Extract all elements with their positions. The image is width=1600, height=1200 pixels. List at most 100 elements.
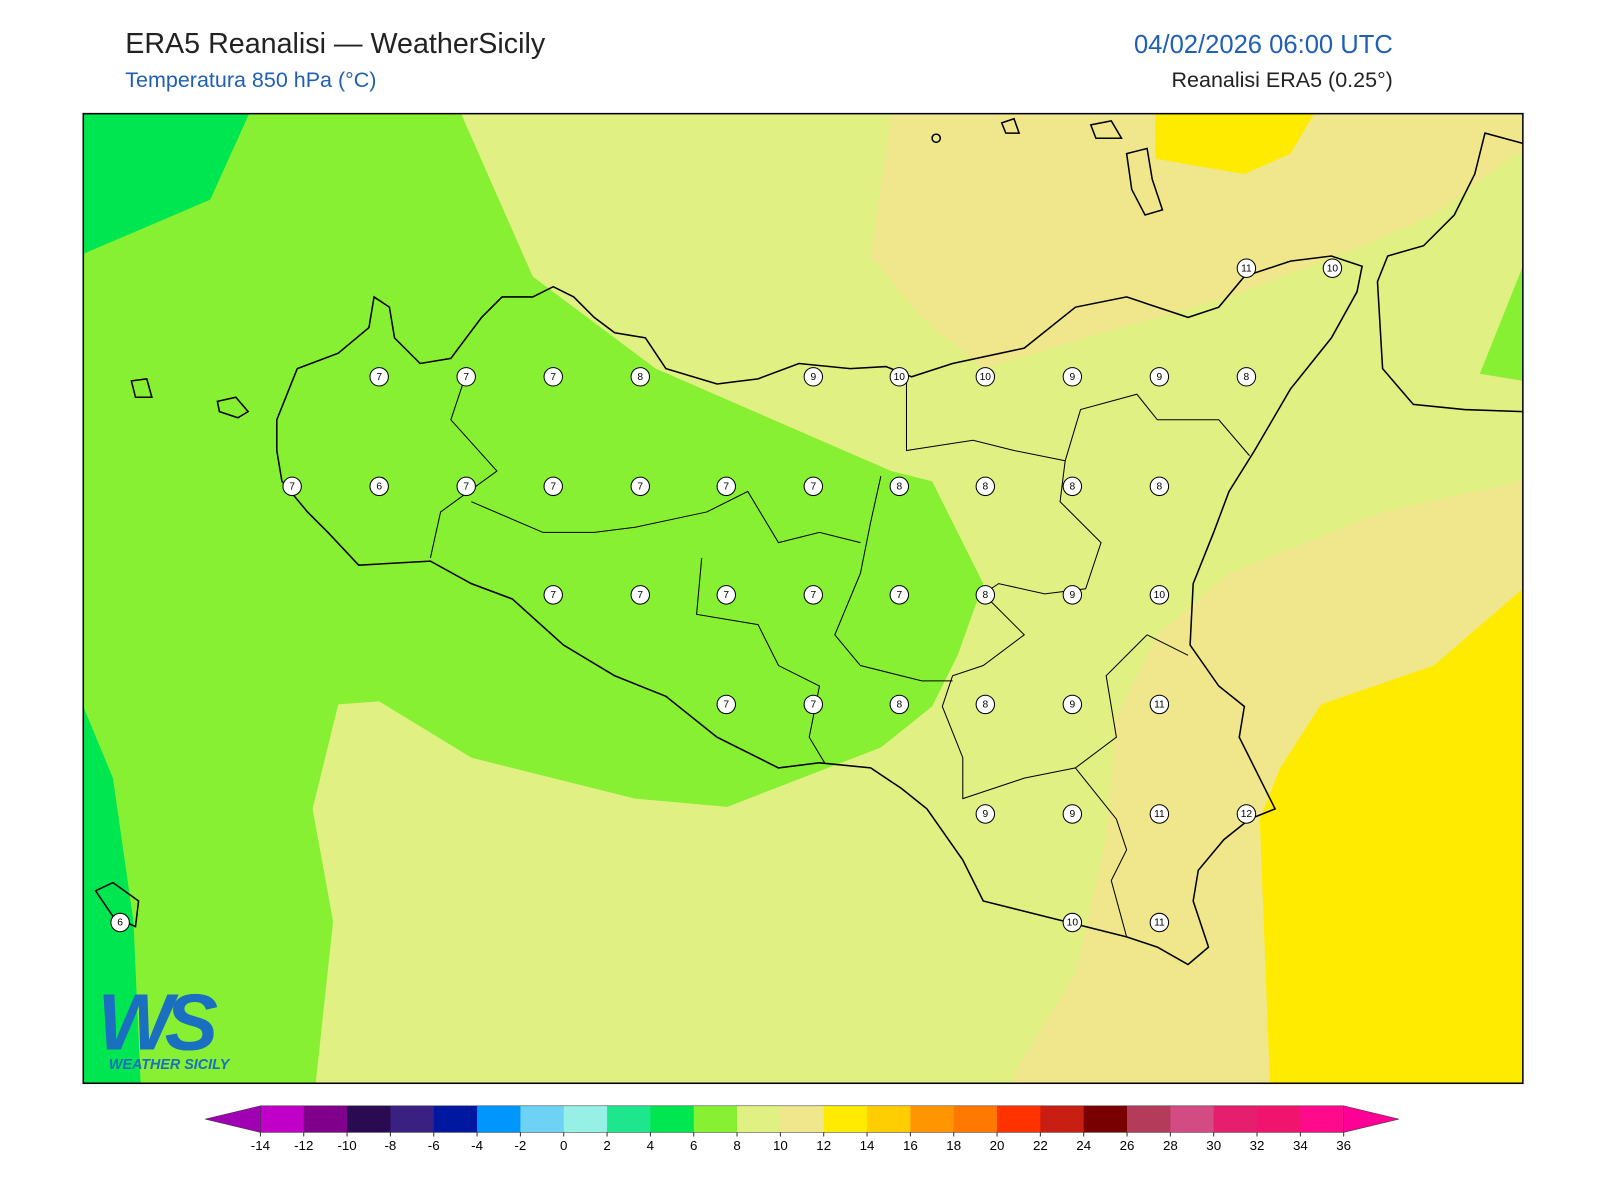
station-value: 9 bbox=[1070, 809, 1076, 820]
colorbar-segment bbox=[1300, 1105, 1345, 1133]
station-marker bbox=[1149, 476, 1170, 497]
station-marker bbox=[1236, 258, 1257, 278]
field-10-12 bbox=[870, 113, 1523, 369]
colorbar-segment bbox=[997, 1105, 1041, 1133]
station-marker bbox=[630, 367, 650, 387]
station-marker bbox=[282, 476, 302, 497]
station-marker bbox=[1322, 258, 1343, 278]
field-6-8 bbox=[1479, 266, 1523, 381]
island bbox=[1125, 147, 1164, 216]
station-marker bbox=[369, 367, 389, 387]
station-value: 7 bbox=[723, 481, 729, 492]
field-12-14 bbox=[1155, 113, 1314, 175]
colorbar-segment bbox=[1040, 1105, 1085, 1133]
logo-mark: WS bbox=[98, 977, 218, 1066]
station-marker bbox=[889, 585, 910, 605]
station-marker bbox=[1062, 912, 1083, 933]
station-value: 7 bbox=[550, 372, 556, 383]
colorbar-under bbox=[205, 1105, 261, 1133]
station-value: 9 bbox=[1070, 590, 1076, 601]
station-marker bbox=[1149, 367, 1170, 387]
station-marker bbox=[543, 476, 563, 497]
station-value: 11 bbox=[1154, 809, 1165, 820]
station-value: 10 bbox=[1067, 918, 1079, 929]
station-marker bbox=[975, 694, 996, 715]
station-value: 7 bbox=[723, 590, 729, 601]
station-value: 7 bbox=[463, 481, 469, 492]
colorbar-tick-label: 30 bbox=[1206, 1138, 1221, 1153]
station-marker bbox=[803, 694, 824, 715]
station-value: 7 bbox=[810, 699, 816, 710]
station-value: 9 bbox=[982, 809, 988, 820]
field-12-14 bbox=[1259, 588, 1523, 1084]
station-marker bbox=[1062, 367, 1083, 387]
colorbar-segment bbox=[1170, 1105, 1215, 1133]
colorbar-tick-label: -10 bbox=[337, 1138, 356, 1153]
station-value: 6 bbox=[117, 918, 123, 929]
station-value: 7 bbox=[289, 481, 295, 492]
calabria-coast bbox=[1376, 132, 1524, 413]
field-6-8 bbox=[83, 113, 984, 1084]
colorbar-segment bbox=[823, 1105, 868, 1133]
colorbar-tick-label: -8 bbox=[384, 1138, 396, 1153]
station-marker bbox=[630, 476, 650, 497]
colorbar-segment bbox=[520, 1105, 565, 1133]
station-marker bbox=[803, 476, 824, 497]
station-value: 7 bbox=[637, 590, 643, 601]
island bbox=[1000, 117, 1021, 134]
province-border bbox=[834, 475, 953, 682]
station-marker bbox=[1062, 694, 1083, 715]
station-value: 10 bbox=[894, 372, 906, 383]
station-value: 7 bbox=[463, 372, 469, 383]
colorbar-tick-label: -2 bbox=[514, 1138, 526, 1153]
station-marker bbox=[1149, 804, 1170, 824]
station-value: 7 bbox=[810, 590, 816, 601]
colorbar-tick-label: -4 bbox=[471, 1138, 483, 1153]
station-value: 7 bbox=[896, 590, 902, 601]
colorbar-segment bbox=[780, 1105, 825, 1133]
station-marker bbox=[975, 367, 996, 387]
province-border bbox=[696, 557, 826, 764]
colorbar-segment bbox=[347, 1105, 391, 1133]
station-marker bbox=[1149, 912, 1170, 933]
colorbar-segment bbox=[650, 1105, 695, 1133]
station-marker bbox=[716, 476, 737, 497]
colorbar-tick-label: 24 bbox=[1076, 1138, 1091, 1153]
station-value: 9 bbox=[1070, 372, 1076, 383]
station-value: 10 bbox=[1327, 263, 1339, 274]
colorbar-tick-label: 16 bbox=[903, 1138, 918, 1153]
colorbar-frame bbox=[260, 1105, 1344, 1133]
station-value: 7 bbox=[810, 481, 816, 492]
station-marker bbox=[1236, 367, 1257, 387]
colorbar-tick-label: 26 bbox=[1120, 1138, 1135, 1153]
colorbar-tick-label: 0 bbox=[560, 1138, 567, 1153]
colorbar-tick-label: -6 bbox=[428, 1138, 440, 1153]
colorbar-tick-label: 22 bbox=[1033, 1138, 1048, 1153]
province-border bbox=[429, 373, 498, 559]
colorbar-tick-label: 36 bbox=[1336, 1138, 1351, 1153]
station-marker bbox=[889, 476, 910, 497]
station-marker bbox=[716, 694, 737, 715]
station-marker bbox=[975, 585, 996, 605]
colorbar-tick-label: 14 bbox=[860, 1138, 875, 1153]
province-border bbox=[1075, 767, 1128, 937]
station-marker bbox=[889, 367, 910, 387]
station-value: 12 bbox=[1241, 809, 1253, 820]
province-border bbox=[471, 490, 861, 544]
station-value: 8 bbox=[982, 590, 988, 601]
value-labels: 11 10 7 7 7 8 9 10 10 9 9 8 7 6 7 7 7 7 7 8 8 8 8 7 7 7 7 7 8 9 10 7 7 8 8… bbox=[110, 258, 1343, 933]
subtitle: Temperatura 850 hPa (°C) bbox=[125, 68, 376, 92]
colorbar-over bbox=[1343, 1105, 1400, 1133]
colorbar-segment bbox=[1083, 1105, 1128, 1133]
colorbar-segment bbox=[433, 1105, 478, 1133]
colorbar-tick-label: 8 bbox=[733, 1138, 740, 1153]
station-value: 8 bbox=[896, 481, 902, 492]
colorbar-tick-label: 2 bbox=[603, 1138, 610, 1153]
colorbar-segment bbox=[260, 1105, 305, 1133]
station-value: 11 bbox=[1154, 699, 1165, 710]
colorbar-segment bbox=[563, 1105, 608, 1133]
station-value: 8 bbox=[637, 372, 643, 383]
station-marker bbox=[1149, 694, 1170, 715]
station-marker bbox=[1062, 585, 1083, 605]
